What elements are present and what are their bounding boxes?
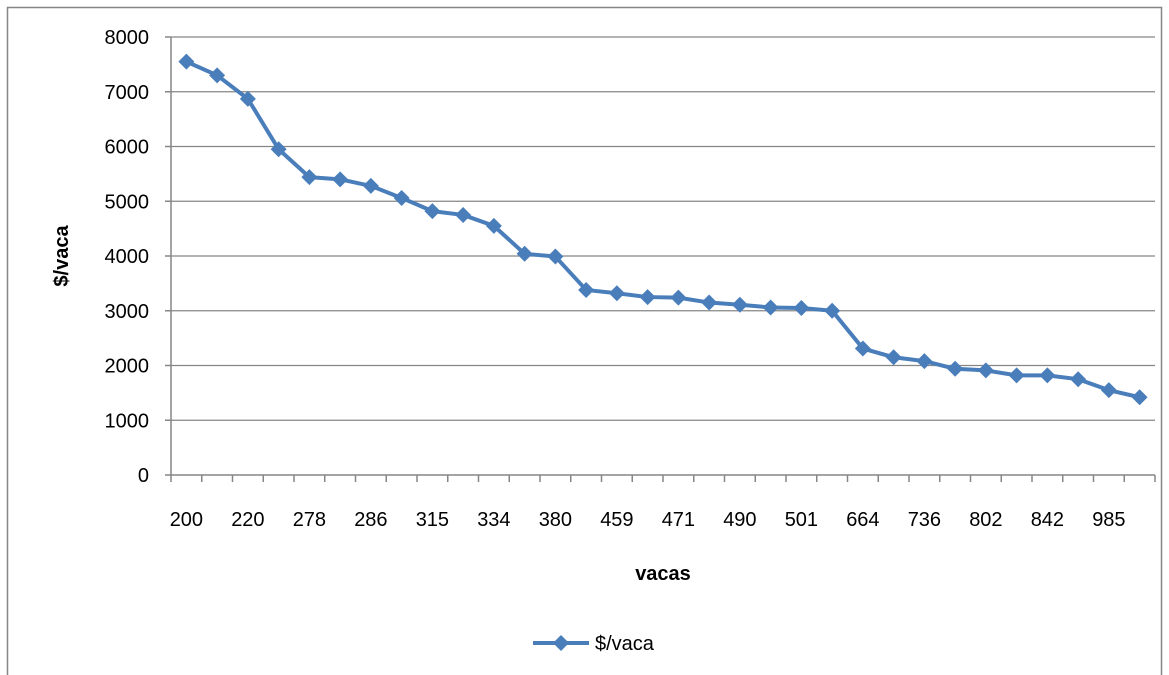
data-point-27 — [1008, 367, 1025, 384]
x-tick-label-10: 334 — [477, 509, 510, 531]
data-point-12 — [547, 248, 564, 265]
x-tick-label-16: 471 — [662, 509, 695, 531]
data-point-16 — [670, 289, 687, 306]
legend-marker — [553, 635, 569, 651]
x-tick-label-12: 380 — [539, 509, 572, 531]
x-tick-label-20: 501 — [785, 509, 818, 531]
data-point-20 — [793, 300, 810, 317]
y-tick-label-7: 7000 — [105, 82, 150, 104]
data-point-14 — [608, 285, 625, 302]
x-tick-labels: 200 220 278 286 315 334 380 459 471 490 501 664 736 8… — [170, 509, 1126, 531]
series-line-group — [178, 53, 1148, 406]
x-tick-label-22: 664 — [846, 509, 879, 531]
x-axis-title: vacas — [635, 563, 691, 585]
y-tick-label-4: 4000 — [105, 246, 150, 268]
x-tick-label-14: 459 — [600, 509, 633, 531]
data-point-7 — [393, 189, 410, 206]
y-tick-label-5: 5000 — [105, 191, 150, 213]
data-point-19 — [762, 299, 779, 316]
data-point-15 — [639, 289, 656, 306]
data-point-25 — [947, 360, 964, 377]
y-tick-label-0: 0 — [138, 465, 149, 487]
data-point-0 — [178, 53, 195, 70]
y-tick-label-8: 8000 — [105, 27, 150, 49]
data-point-31 — [1131, 389, 1148, 406]
data-point-13 — [578, 281, 595, 298]
x-tick-marks — [170, 475, 1156, 482]
x-tick-label-2: 220 — [231, 509, 264, 531]
data-point-17 — [701, 294, 718, 311]
x-tick-label-24: 736 — [908, 509, 941, 531]
y-tick-label-1: 1000 — [105, 410, 150, 432]
data-point-23 — [885, 349, 902, 366]
data-point-10 — [485, 217, 502, 234]
y-tick-label-2: 2000 — [105, 356, 150, 378]
data-point-24 — [916, 353, 933, 370]
data-point-8 — [424, 203, 441, 220]
data-point-3 — [270, 141, 287, 158]
gridlines — [165, 36, 1155, 476]
data-point-9 — [455, 206, 472, 223]
x-tick-label-0: 200 — [170, 509, 203, 531]
data-point-21 — [824, 302, 841, 319]
data-point-18 — [731, 296, 748, 313]
x-tick-label-4: 278 — [293, 509, 326, 531]
legend: $/vaca — [533, 633, 655, 655]
y-axis-title: $/vaca — [51, 225, 73, 287]
y-tick-label-6: 6000 — [105, 137, 150, 159]
data-point-22 — [854, 340, 871, 357]
y-tick-label-3: 3000 — [105, 301, 150, 323]
data-point-4 — [301, 169, 318, 186]
x-tick-label-30: 985 — [1092, 509, 1125, 531]
x-tick-label-8: 315 — [416, 509, 449, 531]
x-tick-label-28: 842 — [1031, 509, 1064, 531]
x-tick-label-26: 802 — [969, 509, 1002, 531]
data-point-28 — [1039, 367, 1056, 384]
data-point-6 — [362, 177, 379, 194]
data-point-1 — [209, 67, 226, 84]
chart-frame — [6, 6, 1163, 675]
x-tick-label-6: 286 — [354, 509, 387, 531]
data-point-30 — [1100, 382, 1117, 399]
y-tick-labels: 0 1000 2000 3000 4000 5000 6000 7000 8000 — [105, 27, 150, 487]
data-point-5 — [332, 171, 349, 188]
data-point-11 — [516, 245, 533, 262]
data-point-29 — [1070, 371, 1087, 388]
legend-label: $/vaca — [595, 633, 655, 655]
data-point-2 — [239, 90, 256, 107]
x-tick-label-18: 490 — [723, 509, 756, 531]
data-point-26 — [977, 362, 994, 379]
